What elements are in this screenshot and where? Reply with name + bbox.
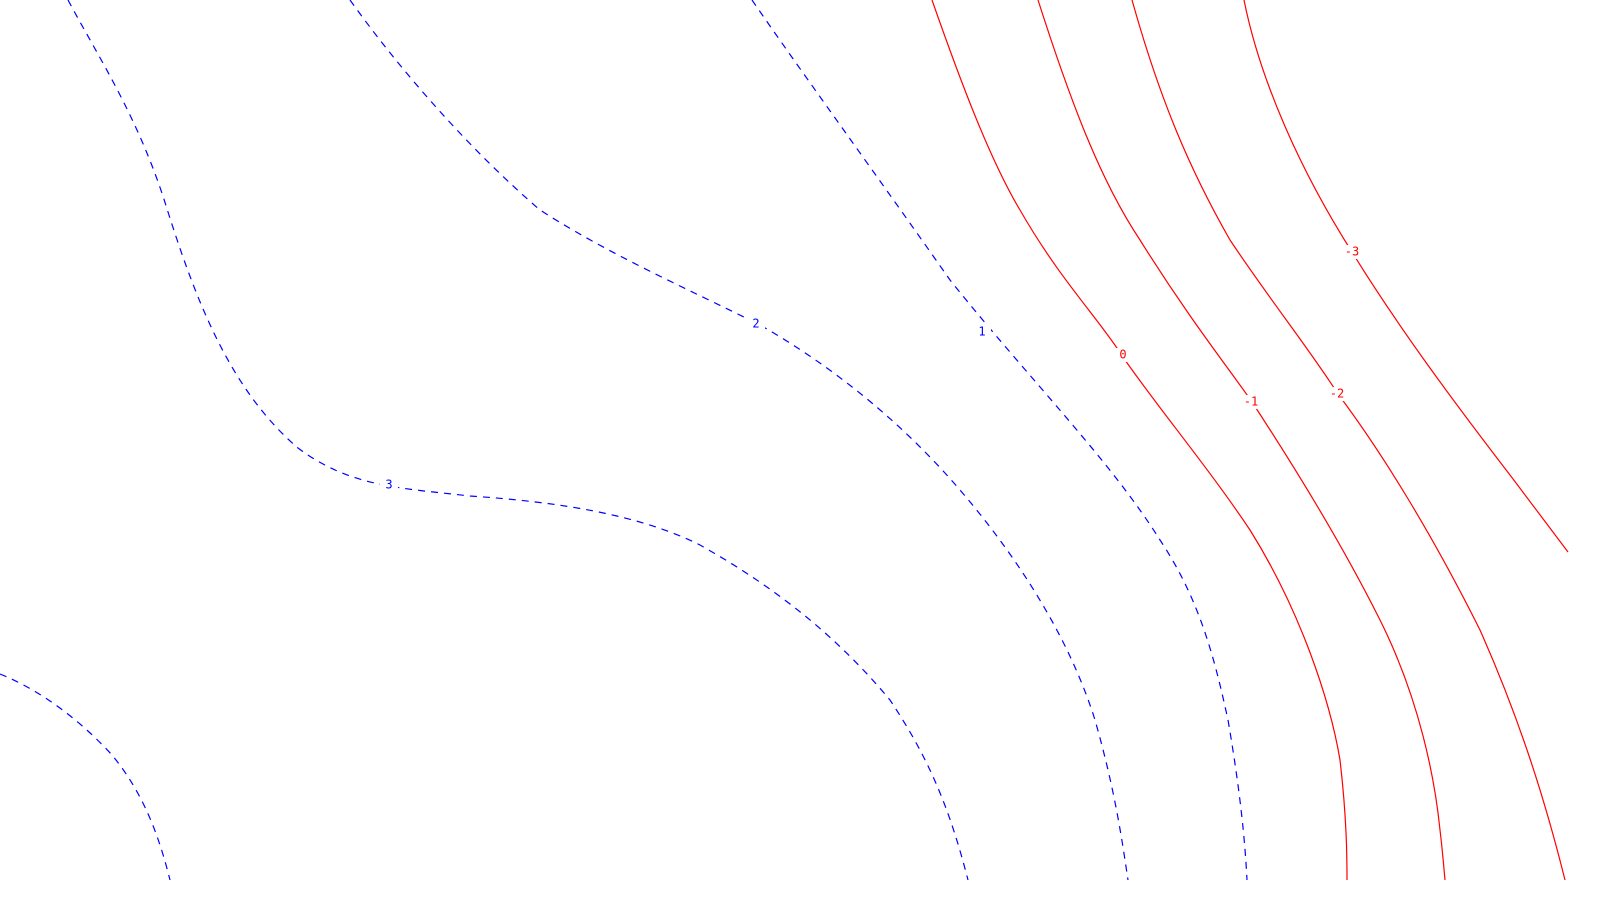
contour-2-label-group: 2	[747, 317, 765, 331]
contour-0-label-bg	[1114, 348, 1132, 362]
contour-3-label-bg	[380, 478, 398, 492]
contour-neg3-label: -3	[1345, 245, 1359, 259]
contour-line-corner	[0, 673, 171, 881]
contour-0-path	[931, 0, 1348, 881]
contour-1-label-group: 1	[973, 325, 991, 339]
contour-line-1: 1	[751, 0, 1248, 881]
contour-neg2-label-bg	[1326, 387, 1348, 401]
contour-line-0: 0	[931, 0, 1348, 881]
contour-line-2: 2	[349, 0, 1129, 881]
contour-0-label-group: 0	[1114, 348, 1132, 362]
contour-1-label-bg	[973, 325, 991, 339]
contour-3-label-group: 3	[380, 478, 398, 492]
contour-2-label-bg	[747, 317, 765, 331]
contour-line-neg3: -3	[1243, 0, 1569, 553]
contour-3-path	[67, 0, 969, 881]
contour-neg3-path	[1243, 0, 1569, 553]
contour-line-3: 3	[67, 0, 969, 881]
contour-neg2-label: -2	[1330, 387, 1344, 401]
contour-1-label: 1	[978, 325, 985, 339]
contour-neg1-label-group: -1	[1240, 395, 1262, 409]
contour-1-path	[751, 0, 1248, 881]
contour-0-label: 0	[1119, 348, 1126, 362]
contour-neg2-label-group: -2	[1326, 387, 1348, 401]
contour-neg1-label-bg	[1240, 395, 1262, 409]
contour-neg1-label: -1	[1244, 395, 1258, 409]
contour-corner-path	[0, 673, 171, 881]
contour-2-label: 2	[752, 317, 759, 331]
contour-3-label: 3	[385, 478, 392, 492]
contour-2-path	[349, 0, 1129, 881]
contour-line-neg2: -2	[1131, 0, 1566, 881]
contour-neg2-path	[1131, 0, 1566, 881]
contour-neg3-label-bg	[1341, 245, 1363, 259]
contour-neg3-label-group: -3	[1341, 245, 1363, 259]
contour-neg1-path	[1037, 0, 1446, 881]
contour-line-neg1: -1	[1037, 0, 1446, 881]
